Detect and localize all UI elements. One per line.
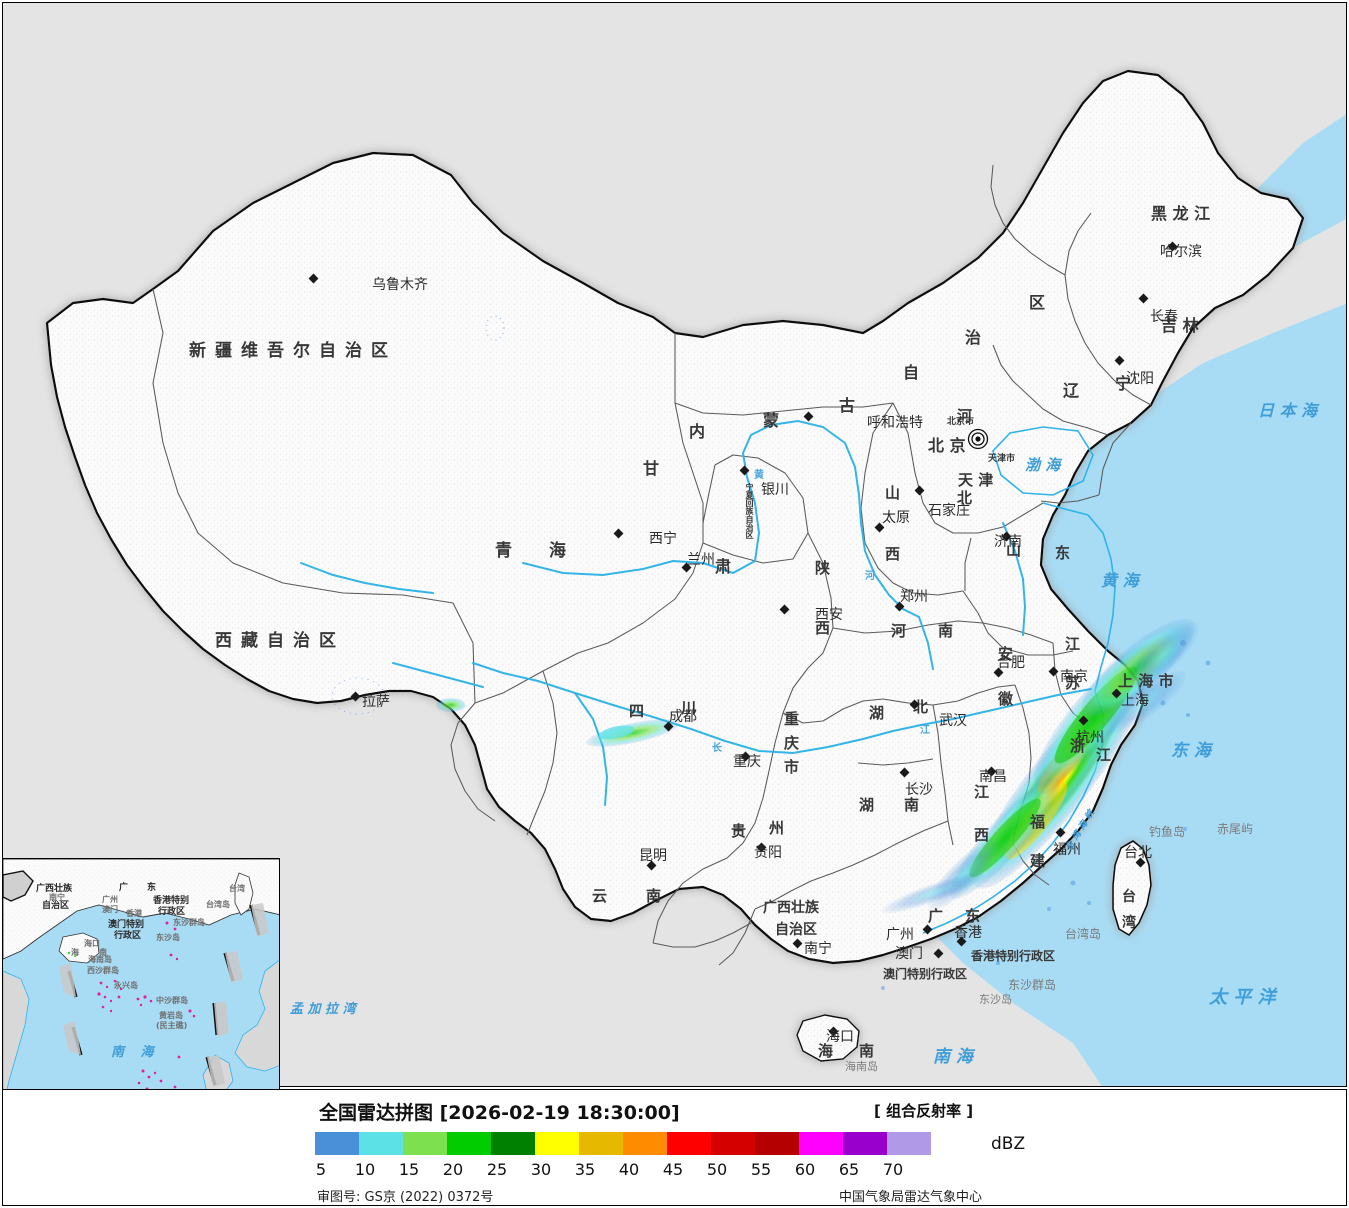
dbz-tick-70: 70 xyxy=(882,1160,904,1179)
inset-label-24: (民主礁) xyxy=(156,1021,188,1030)
approval-number: 审图号: GS京 (2022) 0372号 xyxy=(317,1190,494,1205)
dbz-tick-20: 20 xyxy=(442,1160,464,1179)
inset-label-7: 香港 xyxy=(126,909,142,918)
dbz-tick-5: 5 xyxy=(315,1160,327,1179)
colorbar-swatch-55 xyxy=(755,1132,799,1155)
inset-label-9: 行政区 xyxy=(158,907,186,917)
inset-label-12: 台湾 xyxy=(229,884,245,893)
dbz-unit-label: dBZ xyxy=(991,1134,1026,1154)
inset-label-19: 海南岛 xyxy=(88,955,112,964)
inset-label-4: 南宁 xyxy=(49,893,65,902)
colorbar-swatch-35 xyxy=(579,1132,623,1155)
inset-label-13: 台湾岛 xyxy=(206,900,230,909)
dbz-colorbar[interactable] xyxy=(315,1132,931,1155)
dbz-tick-40: 40 xyxy=(618,1160,640,1179)
colorbar-swatch-40 xyxy=(623,1132,667,1155)
dbz-tick-50: 50 xyxy=(706,1160,728,1179)
colorbar-swatch-5 xyxy=(315,1132,359,1155)
dbz-tick-65: 65 xyxy=(838,1160,860,1179)
inset-label-16: 海口 xyxy=(84,939,100,948)
radar-echo-layer xyxy=(331,315,1211,990)
footer-panel: 全国雷达拼图 [2026-02-19 18:30:00] [ 组合反射率 ] d… xyxy=(2,1089,1347,1206)
dbz-tick-60: 60 xyxy=(794,1160,816,1179)
inset-label-2: 广 xyxy=(119,883,129,893)
inset-label-0: 广西壮族 xyxy=(36,884,73,894)
colorbar-swatch-45 xyxy=(667,1132,711,1155)
inset-label-1: 自治区 xyxy=(42,901,70,911)
dbz-tick-55: 55 xyxy=(750,1160,772,1179)
colorbar-swatch-10 xyxy=(359,1132,403,1155)
dbz-tick-25: 25 xyxy=(486,1160,508,1179)
inset-label-18: 南 xyxy=(99,948,107,957)
dbz-tick-10: 10 xyxy=(354,1160,376,1179)
dbz-tick-labels: 5 10 15 20 25 30 35 40 45 50 55 60 65 70 xyxy=(315,1160,1015,1179)
inset-label-10: 澳门特别 xyxy=(108,920,145,930)
dbz-tick-45: 45 xyxy=(662,1160,684,1179)
inset-label-21: 永兴岛 xyxy=(114,981,138,990)
colorbar-swatch-50 xyxy=(711,1132,755,1155)
inset-sea-label: 南 海 xyxy=(111,1045,160,1060)
dbz-tick-35: 35 xyxy=(574,1160,596,1179)
capital-marker-beijing xyxy=(967,428,989,450)
inset-label-22: 中沙群岛 xyxy=(156,996,188,1005)
inset-label-17: 海 xyxy=(71,948,79,957)
inset-label-3: 东 xyxy=(147,883,157,893)
rivers-layer xyxy=(300,419,1092,806)
product-type-label: [ 组合反射率 ] xyxy=(874,1102,974,1120)
inset-label-14: 东沙群岛 xyxy=(173,918,205,927)
colorbar-swatch-15 xyxy=(403,1132,447,1155)
colorbar-swatch-25 xyxy=(491,1132,535,1155)
inset-label-8: 香港特别 xyxy=(153,896,190,906)
dbz-tick-30: 30 xyxy=(530,1160,552,1179)
colorbar-swatch-30 xyxy=(535,1132,579,1155)
page-title: 全国雷达拼图 [2026-02-19 18:30:00] xyxy=(319,1102,680,1124)
colorbar-swatch-65 xyxy=(843,1132,887,1155)
inset-label-23: 黄岩岛 xyxy=(159,1011,183,1020)
colorbar-swatch-60 xyxy=(799,1132,843,1155)
inset-label-5: 广州 xyxy=(102,895,118,904)
organization-label: 中国气象局雷达气象中心 xyxy=(839,1190,983,1205)
inset-label-15: 东沙岛 xyxy=(156,933,180,942)
inset-label-20: 西沙群岛 xyxy=(87,966,119,975)
inset-label-11: 行政区 xyxy=(114,931,142,941)
inset-label-6: 澳门 xyxy=(102,905,118,914)
dbz-tick-15: 15 xyxy=(398,1160,420,1179)
colorbar-swatch-70 xyxy=(887,1132,931,1155)
colorbar-swatch-20 xyxy=(447,1132,491,1155)
